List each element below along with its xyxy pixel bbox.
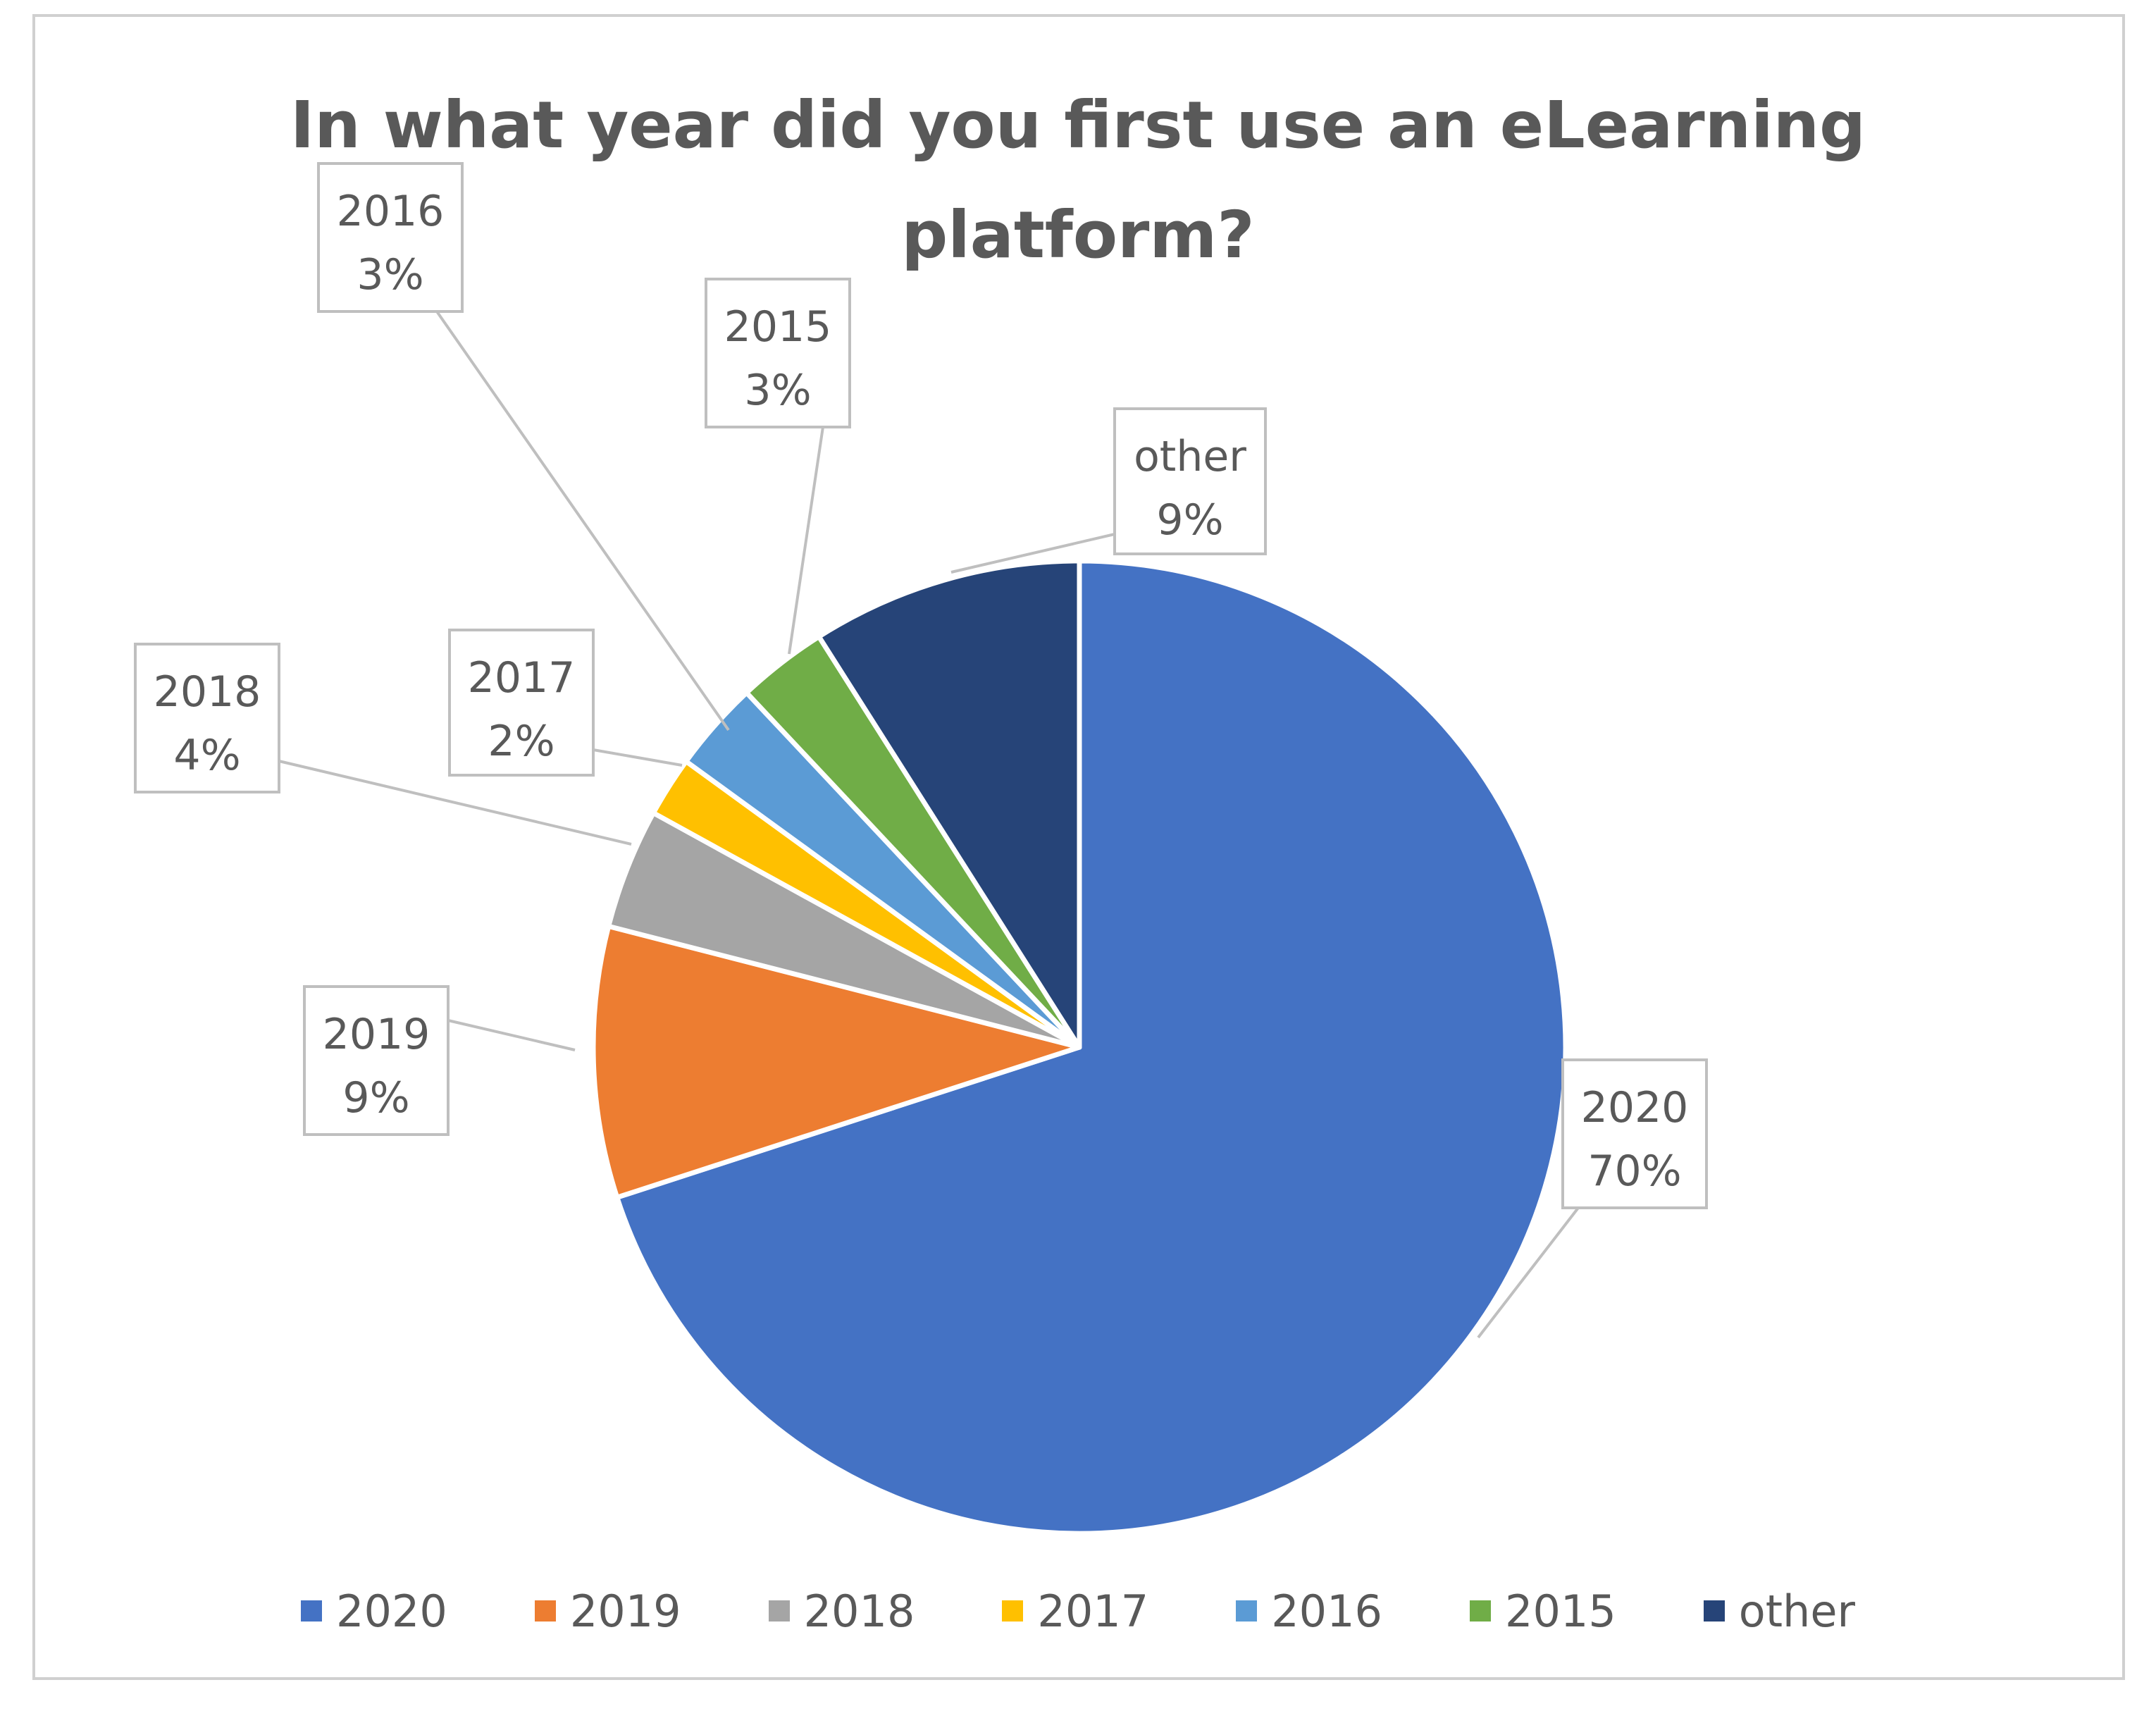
leader-line-2016: [435, 310, 730, 731]
legend-label: 2018: [803, 1585, 915, 1637]
legend-label: 2015: [1505, 1585, 1616, 1637]
data-label-value-2019: 9%: [342, 1073, 409, 1123]
legend-swatch: [1470, 1600, 1491, 1622]
leader-line-2018: [278, 760, 632, 846]
leader-line-2015: [788, 426, 824, 655]
legend-swatch: [301, 1600, 323, 1622]
legend-item-other: other: [1703, 1585, 1855, 1637]
legend: 2020 2019 2018 2017 2016 2015 other: [0, 1583, 2156, 1639]
legend-swatch: [534, 1600, 556, 1622]
data-label-value-2018: 4%: [173, 731, 240, 780]
data-label-value-other: 9%: [1156, 495, 1223, 545]
legend-item-2016: 2016: [1236, 1586, 1382, 1637]
data-label-value-2016: 3%: [357, 250, 423, 299]
legend-label: 2019: [569, 1585, 681, 1637]
pie-slice-2020: [614, 558, 1568, 1536]
data-label-box-2020: [1561, 1058, 1708, 1209]
data-label-category-2017: 2017: [468, 653, 576, 703]
legend-label: 2017: [1037, 1585, 1149, 1637]
data-label-box-2018: [134, 643, 280, 793]
legend-swatch: [1703, 1600, 1725, 1622]
data-label-value-2020: 70%: [1587, 1147, 1681, 1196]
data-label-category-2019: 2019: [323, 1010, 430, 1059]
legend-item-2019: 2019: [534, 1585, 681, 1637]
data-label-box-other: [1113, 407, 1267, 555]
legend-swatch: [1002, 1600, 1024, 1622]
data-label-box-2019: [303, 985, 450, 1136]
pie-slice-2019: [590, 923, 1082, 1200]
leader-line-2019: [447, 1019, 576, 1051]
legend-swatch: [1236, 1600, 1258, 1622]
legend-item-2020: 2020: [301, 1586, 447, 1637]
legend-label: 2016: [1271, 1585, 1382, 1637]
data-label-category-2020: 2020: [1581, 1083, 1689, 1132]
legend-label: 2020: [336, 1585, 447, 1637]
data-label-category-2016: 2016: [337, 187, 445, 236]
leader-line-2017: [593, 748, 683, 767]
data-label-box-2016: [317, 162, 464, 313]
data-label-category-other: other: [1134, 432, 1246, 481]
data-label-value-2015: 3%: [744, 366, 811, 415]
data-label-category-2018: 2018: [154, 667, 261, 717]
legend-item-2018: 2018: [768, 1585, 915, 1637]
legend-swatch: [768, 1600, 790, 1622]
data-label-value-2017: 2%: [488, 717, 555, 766]
chart-title: In what year did you first use an eLearn…: [290, 87, 1866, 273]
legend-item-2015: 2015: [1470, 1586, 1616, 1637]
data-label-category-2015: 2015: [724, 302, 832, 352]
leader-line-2020: [1477, 1206, 1580, 1339]
pie-slice-other: [816, 558, 1082, 1050]
legend-label: other: [1738, 1585, 1855, 1637]
data-label-box-2017: [448, 629, 595, 777]
leader-line-other: [950, 533, 1115, 574]
data-label-box-2015: [705, 278, 851, 428]
legend-item-2017: 2017: [1002, 1586, 1148, 1637]
